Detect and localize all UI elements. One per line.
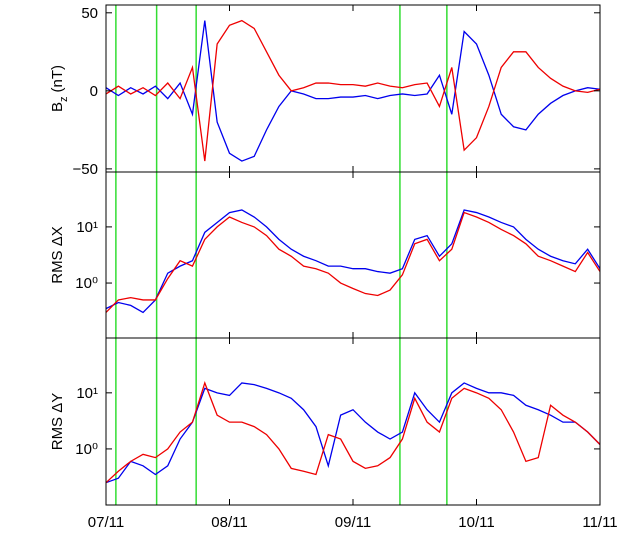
y-tick-label: 10¹ — [76, 219, 98, 236]
y-axis-label-main: B — [49, 102, 66, 112]
y-axis-label: RMS ΔX — [49, 226, 66, 284]
x-tick-label: 07/11 — [88, 514, 124, 531]
plot-frame — [105, 171, 601, 339]
y-axis-label-main: RMS ΔY — [49, 393, 66, 451]
y-tick-label: 10¹ — [76, 385, 98, 402]
y-tick-label: 50 — [81, 5, 98, 22]
y-axis-label: Bz (nT) — [49, 65, 70, 112]
series-line — [105, 211, 601, 313]
y-tick-label: −50 — [73, 161, 98, 178]
series-line — [105, 19, 601, 162]
series-line — [105, 20, 601, 162]
x-tick-label: 08/11 — [211, 514, 247, 531]
y-tick-label: 10⁰ — [75, 275, 98, 292]
x-tick-label: 09/11 — [335, 514, 371, 531]
x-tick-label: 11/11 — [582, 514, 617, 531]
series-line — [105, 382, 601, 484]
y-tick-label: 10⁰ — [75, 441, 98, 458]
plot-frame — [105, 337, 601, 506]
series-line — [105, 209, 601, 314]
y-tick-label: 0 — [90, 83, 98, 100]
y-axis-label-main: RMS ΔX — [49, 226, 66, 284]
y-axis-label: RMS ΔY — [49, 393, 66, 451]
x-tick-label: 10/11 — [458, 514, 494, 531]
series-line — [105, 380, 601, 484]
y-axis-label-suffix: (nT) — [49, 65, 66, 93]
plot-frame — [105, 4, 601, 173]
y-axis-label-subscript: z — [58, 96, 70, 102]
